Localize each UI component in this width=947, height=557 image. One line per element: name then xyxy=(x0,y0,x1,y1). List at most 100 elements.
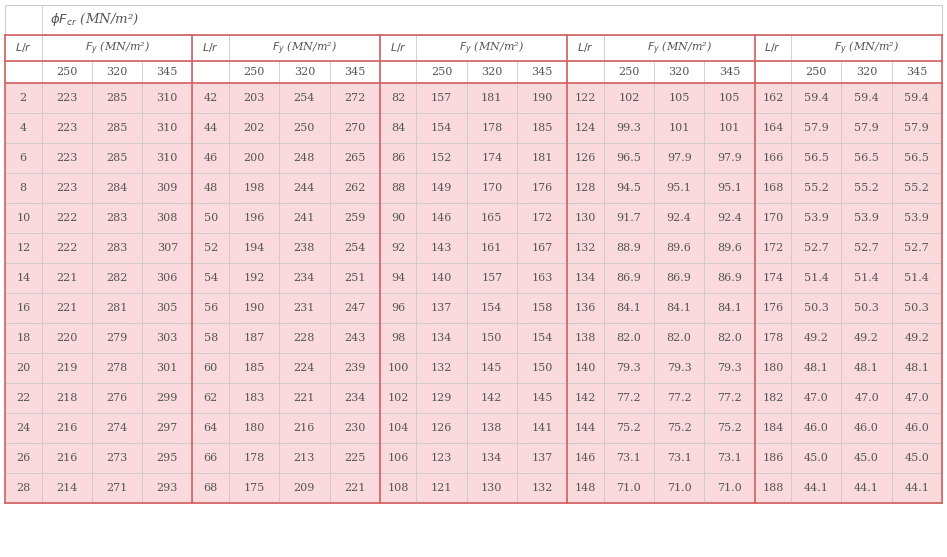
Text: 152: 152 xyxy=(431,153,452,163)
Text: 101: 101 xyxy=(669,123,689,133)
Bar xyxy=(5,263,42,293)
Text: $L/r$: $L/r$ xyxy=(577,42,594,55)
Bar xyxy=(755,143,791,173)
Bar xyxy=(279,353,330,383)
Bar xyxy=(791,61,842,83)
Text: 98: 98 xyxy=(391,333,405,343)
Bar xyxy=(142,233,192,263)
Bar xyxy=(417,353,467,383)
Bar xyxy=(654,473,705,503)
Text: 230: 230 xyxy=(344,423,366,433)
Bar xyxy=(279,323,330,353)
Text: 24: 24 xyxy=(16,423,30,433)
Bar xyxy=(791,203,842,233)
Text: 175: 175 xyxy=(243,483,265,493)
Text: 172: 172 xyxy=(531,213,553,223)
Text: 141: 141 xyxy=(531,423,553,433)
Text: 47.0: 47.0 xyxy=(854,393,879,403)
Text: 181: 181 xyxy=(481,93,503,103)
Text: 254: 254 xyxy=(294,93,315,103)
Text: 310: 310 xyxy=(156,153,178,163)
Text: 48: 48 xyxy=(204,183,218,193)
Bar xyxy=(755,263,791,293)
Bar xyxy=(517,143,567,173)
Bar xyxy=(467,173,517,203)
Bar xyxy=(791,353,842,383)
Text: 102: 102 xyxy=(618,93,639,103)
Bar xyxy=(5,473,42,503)
Text: 92.4: 92.4 xyxy=(667,213,691,223)
Text: 285: 285 xyxy=(106,153,128,163)
Text: 97.9: 97.9 xyxy=(667,153,691,163)
Text: 250: 250 xyxy=(431,67,452,77)
Text: 254: 254 xyxy=(344,243,366,253)
Bar xyxy=(467,443,517,473)
Text: 84: 84 xyxy=(391,123,405,133)
Bar xyxy=(229,233,279,263)
Bar xyxy=(142,113,192,143)
Text: 209: 209 xyxy=(294,483,315,493)
Bar xyxy=(705,203,755,233)
Text: 53.9: 53.9 xyxy=(904,213,929,223)
Bar xyxy=(229,263,279,293)
Text: 281: 281 xyxy=(106,303,128,313)
Bar xyxy=(517,113,567,143)
Text: 285: 285 xyxy=(106,123,128,133)
Text: 130: 130 xyxy=(481,483,503,493)
Text: 75.2: 75.2 xyxy=(717,423,742,433)
Bar xyxy=(192,173,229,203)
Text: 274: 274 xyxy=(106,423,128,433)
Bar xyxy=(380,353,417,383)
Text: 52.7: 52.7 xyxy=(854,243,879,253)
Bar xyxy=(604,233,654,263)
Text: 54: 54 xyxy=(204,273,218,283)
Text: 194: 194 xyxy=(243,243,265,253)
Text: 247: 247 xyxy=(344,303,366,313)
Text: 12: 12 xyxy=(16,243,30,253)
Bar xyxy=(92,233,142,263)
Bar xyxy=(654,293,705,323)
Text: 124: 124 xyxy=(575,123,597,133)
Text: 250: 250 xyxy=(294,123,315,133)
Text: 306: 306 xyxy=(156,273,178,283)
Bar xyxy=(705,293,755,323)
Text: 94.5: 94.5 xyxy=(616,183,641,193)
Bar xyxy=(330,383,380,413)
Bar xyxy=(604,473,654,503)
Bar xyxy=(654,263,705,293)
Text: 57.9: 57.9 xyxy=(904,123,929,133)
Bar xyxy=(567,83,604,113)
Bar xyxy=(604,203,654,233)
Bar xyxy=(517,443,567,473)
Text: 64: 64 xyxy=(204,423,218,433)
Bar xyxy=(42,83,92,113)
Text: 216: 216 xyxy=(56,453,78,463)
Bar xyxy=(791,383,842,413)
Text: 44.1: 44.1 xyxy=(904,483,929,493)
Bar xyxy=(330,203,380,233)
Bar xyxy=(192,203,229,233)
Bar xyxy=(192,113,229,143)
Text: 218: 218 xyxy=(56,393,78,403)
Bar xyxy=(42,443,92,473)
Bar xyxy=(330,413,380,443)
Bar xyxy=(467,83,517,113)
Bar xyxy=(892,443,942,473)
Bar xyxy=(892,353,942,383)
Text: 48.1: 48.1 xyxy=(854,363,879,373)
Text: 50.3: 50.3 xyxy=(804,303,829,313)
Bar xyxy=(229,293,279,323)
Bar xyxy=(842,353,892,383)
Bar xyxy=(842,263,892,293)
Text: 26: 26 xyxy=(16,453,30,463)
Bar xyxy=(755,413,791,443)
Text: 55.2: 55.2 xyxy=(904,183,929,193)
Text: 273: 273 xyxy=(106,453,128,463)
Text: 250: 250 xyxy=(56,67,78,77)
Bar xyxy=(417,413,467,443)
Text: 56.5: 56.5 xyxy=(854,153,879,163)
Text: 148: 148 xyxy=(575,483,597,493)
Text: 184: 184 xyxy=(762,423,783,433)
Bar xyxy=(417,83,467,113)
Bar xyxy=(791,293,842,323)
